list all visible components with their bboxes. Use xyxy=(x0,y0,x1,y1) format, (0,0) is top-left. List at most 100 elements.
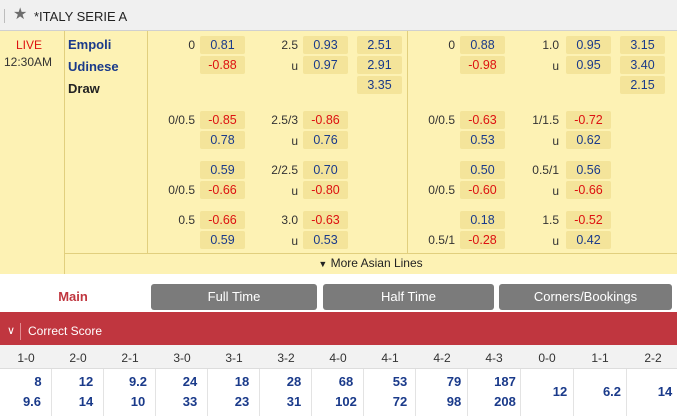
ft-1x2-away-odds[interactable]: 2.91 xyxy=(357,56,402,74)
fh-1x2-home-odds[interactable]: 3.15 xyxy=(620,36,665,54)
correct-score-odds[interactable]: 6.2 xyxy=(602,384,622,399)
score-column-label: 2-0 xyxy=(69,351,87,365)
correct-score-odds[interactable]: 23 xyxy=(234,394,250,409)
score-column-label: 3-0 xyxy=(173,351,191,365)
fh-extra-ou-under-odds[interactable]: 0.42 xyxy=(566,231,611,249)
ft-extra-hdp-home-odds[interactable]: 0.59 xyxy=(200,161,245,179)
ft-extra-ou-under-odds[interactable]: 0.53 xyxy=(303,231,348,249)
correct-score-odds[interactable]: 14 xyxy=(657,384,673,399)
ft-extra-hdp-away-odds[interactable]: -0.66 xyxy=(200,181,245,199)
fh-extra-hdp-away-odds[interactable]: -0.60 xyxy=(460,181,505,199)
fh-extra-ou-under-odds[interactable]: -0.66 xyxy=(566,181,611,199)
correct-score-odds[interactable]: 12 xyxy=(552,384,568,399)
correct-score-odds[interactable]: 53 xyxy=(392,374,408,389)
correct-score-odds[interactable]: 79 xyxy=(446,374,462,389)
fh-hdp-away-odds[interactable]: -0.98 xyxy=(460,56,505,74)
fh-extra-hdp-line: 0/0.5 xyxy=(428,113,455,127)
fh-extra-hdp-away-odds[interactable]: 0.53 xyxy=(460,131,505,149)
ft-ou-line: 2.5 xyxy=(281,38,298,52)
fh-ou-under-odds[interactable]: 0.95 xyxy=(566,56,611,74)
correct-score-header[interactable]: ∨ Correct Score xyxy=(0,318,677,345)
tab-full-time[interactable]: Full Time xyxy=(151,284,317,310)
fh-ou-over-odds[interactable]: 0.95 xyxy=(566,36,611,54)
ft-extra-ou-under-odds[interactable]: -0.80 xyxy=(303,181,348,199)
divider xyxy=(147,31,148,253)
ft-ou-under-label: u xyxy=(291,59,298,73)
divider xyxy=(103,369,104,416)
ft-extra-ou-line: 3.0 xyxy=(281,213,298,227)
divider xyxy=(311,369,312,416)
away-team[interactable]: Udinese xyxy=(68,59,119,74)
correct-score-odds[interactable]: 187 xyxy=(494,374,516,389)
ft-extra-hdp-home-odds[interactable]: -0.66 xyxy=(200,211,245,229)
fh-extra-hdp-home-odds[interactable]: -0.63 xyxy=(460,111,505,129)
correct-score-odds[interactable]: 31 xyxy=(286,394,302,409)
correct-score-odds[interactable]: 9.6 xyxy=(22,394,42,409)
divider xyxy=(626,369,627,416)
score-column-label: 3-2 xyxy=(277,351,295,365)
ft-hdp-away-odds[interactable]: -0.88 xyxy=(200,56,245,74)
ft-1x2-home-odds[interactable]: 2.51 xyxy=(357,36,402,54)
fh-extra-hdp-home-odds[interactable]: 0.50 xyxy=(460,161,505,179)
ft-extra-hdp-home-odds[interactable]: -0.85 xyxy=(200,111,245,129)
ft-1x2-draw-odds[interactable]: 3.35 xyxy=(357,76,402,94)
ft-ou-under-odds[interactable]: 0.97 xyxy=(303,56,348,74)
correct-score-odds[interactable]: 102 xyxy=(335,394,357,409)
header-divider xyxy=(20,323,21,340)
ft-hdp-home-odds[interactable]: 0.81 xyxy=(200,36,245,54)
ft-extra-ou-over-odds[interactable]: -0.63 xyxy=(303,211,348,229)
divider xyxy=(363,369,364,416)
fh-extra-ou-over-odds[interactable]: -0.72 xyxy=(566,111,611,129)
more-asian-lines-link[interactable]: ▼ More Asian Lines xyxy=(64,253,677,274)
fh-extra-ou-under-odds[interactable]: 0.62 xyxy=(566,131,611,149)
correct-score-odds[interactable]: 68 xyxy=(338,374,354,389)
ft-hdp-line: 0 xyxy=(188,38,195,52)
correct-score-odds[interactable]: 10 xyxy=(130,394,146,409)
correct-score-odds[interactable]: 9.2 xyxy=(128,374,148,389)
star-icon[interactable]: ★ xyxy=(13,6,28,23)
correct-score-odds[interactable]: 98 xyxy=(446,394,462,409)
fh-extra-hdp-away-odds[interactable]: -0.28 xyxy=(460,231,505,249)
fh-extra-ou-over-odds[interactable]: -0.52 xyxy=(566,211,611,229)
score-column-label: 2-1 xyxy=(121,351,139,365)
correct-score-odds[interactable]: 14 xyxy=(78,394,94,409)
ft-extra-hdp-away-odds[interactable]: 0.78 xyxy=(200,131,245,149)
ft-extra-ou-over-odds[interactable]: 0.70 xyxy=(303,161,348,179)
correct-score-odds[interactable]: 28 xyxy=(286,374,302,389)
ft-extra-ou-under-odds[interactable]: 0.76 xyxy=(303,131,348,149)
correct-score-odds[interactable]: 18 xyxy=(234,374,250,389)
tab-half-time[interactable]: Half Time xyxy=(323,284,494,310)
fh-extra-hdp-home-odds[interactable]: 0.18 xyxy=(460,211,505,229)
fh-hdp-home-odds[interactable]: 0.88 xyxy=(460,36,505,54)
correct-score-odds[interactable]: 33 xyxy=(182,394,198,409)
correct-score-odds[interactable]: 72 xyxy=(392,394,408,409)
correct-score-odds[interactable]: 24 xyxy=(182,374,198,389)
correct-score-odds[interactable]: 208 xyxy=(494,394,516,409)
score-column-label: 3-1 xyxy=(225,351,243,365)
score-column-label: 4-0 xyxy=(329,351,347,365)
league-title: *ITALY SERIE A xyxy=(34,9,128,24)
correct-score-odds[interactable]: 12 xyxy=(78,374,94,389)
ft-ou-over-odds[interactable]: 0.93 xyxy=(303,36,348,54)
more-lines-label: More Asian Lines xyxy=(330,256,423,270)
ft-extra-ou-over-odds[interactable]: -0.86 xyxy=(303,111,348,129)
divider xyxy=(207,369,208,416)
fh-1x2-draw-odds[interactable]: 2.15 xyxy=(620,76,665,94)
home-team[interactable]: Empoli xyxy=(68,37,112,52)
ft-extra-ou-line: 2/2.5 xyxy=(271,163,298,177)
fh-extra-ou-over-odds[interactable]: 0.56 xyxy=(566,161,611,179)
score-column-label: 1-1 xyxy=(591,351,609,365)
ft-extra-hdp-line: 0/0.5 xyxy=(168,113,195,127)
ft-extra-hdp-away-odds[interactable]: 0.59 xyxy=(200,231,245,249)
fh-extra-ou-line: 1/1.5 xyxy=(532,113,559,127)
tab-corners-bookings[interactable]: Corners/Bookings xyxy=(499,284,672,310)
correct-score-odds[interactable]: 8 xyxy=(34,374,42,389)
tab-main[interactable]: Main xyxy=(0,284,146,313)
fh-hdp-line: 0 xyxy=(448,38,455,52)
fh-1x2-away-odds[interactable]: 3.40 xyxy=(620,56,665,74)
chevron-down-icon[interactable]: ∨ xyxy=(7,325,16,337)
tab-underline xyxy=(0,312,677,318)
score-column-label: 4-2 xyxy=(433,351,451,365)
fh-extra-hdp-line: 0/0.5 xyxy=(428,183,455,197)
divider xyxy=(51,369,52,416)
